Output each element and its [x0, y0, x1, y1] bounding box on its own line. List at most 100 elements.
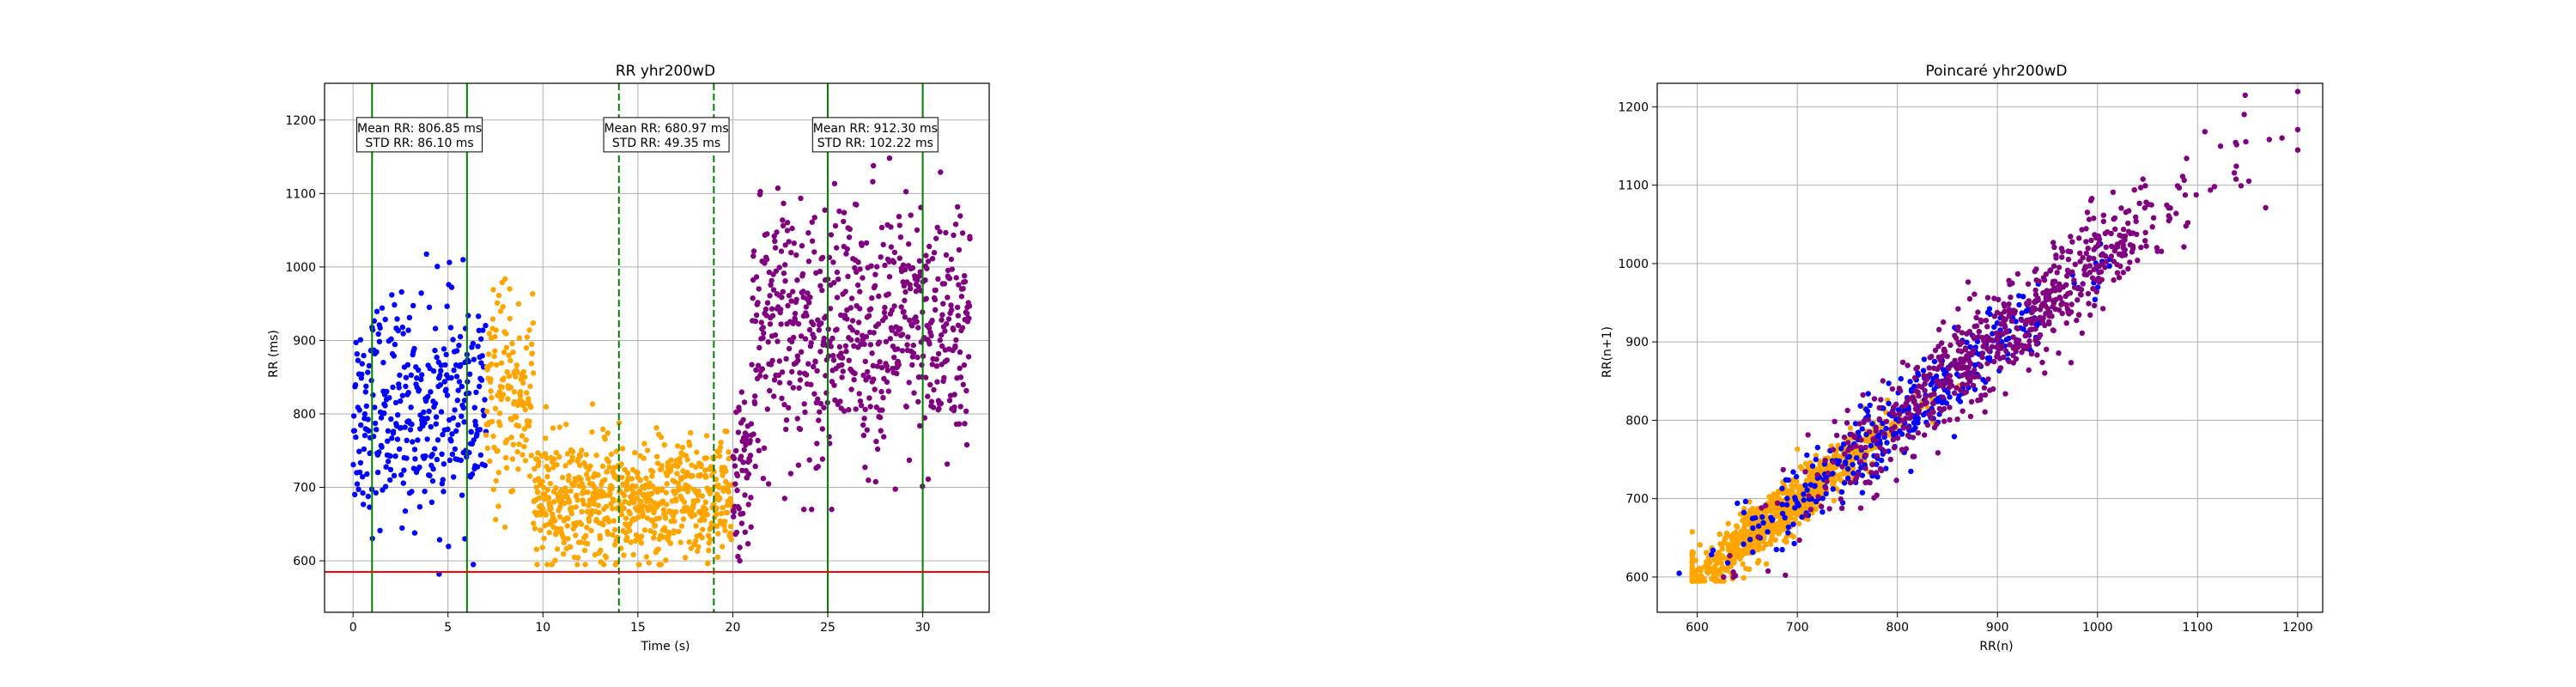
rr-point-orange [728, 537, 734, 543]
rr-point-orange [522, 374, 528, 380]
rr-point-blue [411, 447, 418, 453]
rr-point-purple [775, 372, 782, 379]
rr-point-orange [546, 529, 552, 536]
rr-point-blue [356, 469, 363, 476]
poincare-point-purple [1815, 494, 1821, 500]
rr-stat-std: STD RR: 49.35 ms [612, 137, 720, 150]
poincare-point-blue [1908, 468, 1914, 475]
rr-point-orange [697, 471, 703, 477]
poincare-point-purple [2238, 183, 2245, 189]
rr-point-purple [904, 342, 910, 348]
poincare-point-purple [2125, 220, 2131, 227]
rr-point-purple [801, 507, 807, 513]
rr-point-orange [490, 287, 496, 293]
rr-point-purple [854, 202, 860, 208]
rr-point-purple [765, 339, 771, 345]
rr-point-orange [488, 376, 494, 382]
rr-point-orange [544, 487, 550, 493]
rr-point-purple [755, 300, 761, 306]
rr-point-purple [885, 291, 892, 297]
rr-point-purple [902, 314, 908, 320]
rr-point-purple [732, 463, 738, 469]
poincare-point-purple [2071, 284, 2078, 290]
rr-point-blue [430, 368, 437, 374]
rr-point-purple [756, 286, 762, 292]
rr-point-blue [477, 427, 483, 433]
rr-point-blue [376, 449, 382, 455]
poincare-point-purple [1905, 424, 1911, 430]
rr-point-purple [908, 285, 914, 292]
poincare-point-blue [1842, 459, 1849, 465]
rr-point-orange [489, 361, 495, 368]
rr-point-purple [867, 404, 873, 410]
rr-point-blue [407, 427, 414, 433]
poincare-point-purple [1946, 373, 1952, 379]
rr-point-purple [830, 352, 836, 359]
poincare-point-purple [1833, 432, 1840, 439]
poincare-point-purple [2047, 268, 2053, 274]
rr-point-orange [711, 469, 717, 475]
rr-point-orange [506, 352, 512, 358]
rr-point-orange [585, 489, 591, 495]
rr-point-purple [882, 314, 889, 320]
rr-point-blue [424, 436, 430, 442]
rr-point-orange [643, 475, 649, 482]
rr-point-purple [955, 322, 962, 328]
rr-point-orange [516, 335, 523, 341]
rr-point-blue [409, 489, 415, 495]
poincare-point-purple [1996, 296, 2002, 302]
poincare-point-purple [2040, 315, 2046, 321]
rr-point-orange [499, 384, 505, 390]
poincare-point-purple [2026, 317, 2032, 323]
rr-point-purple [771, 233, 777, 240]
rr-point-orange [649, 473, 655, 479]
rr-point-purple [786, 345, 793, 352]
poincare-point-blue [1804, 452, 1810, 459]
poincare-point-purple [2033, 277, 2039, 283]
poincare-point-purple [1894, 435, 1901, 441]
poincare-point-orange [1741, 575, 1747, 581]
rr-point-purple [878, 388, 884, 395]
poincare-point-blue [1955, 396, 1961, 403]
rr-point-orange [601, 562, 607, 568]
rr-point-purple [897, 234, 904, 240]
poincare-point-purple [1869, 461, 1875, 468]
poincare-point-blue [1709, 551, 1715, 558]
poincare-point-purple [1874, 470, 1880, 476]
rr-point-blue [478, 360, 484, 366]
rr-point-orange [714, 523, 720, 529]
rr-point-orange [494, 362, 500, 368]
rr-point-purple [967, 235, 973, 242]
rr-point-orange [629, 476, 635, 482]
rr-point-purple [939, 317, 945, 323]
rr-point-orange [547, 481, 554, 487]
poincare-point-blue [1855, 429, 1862, 435]
poincare-point-purple [2202, 129, 2208, 135]
rr-point-orange [702, 467, 708, 473]
poincare-point-blue [1820, 509, 1826, 515]
rr-point-purple [961, 362, 968, 368]
poincare-point-purple [1880, 430, 1886, 436]
rr-point-purple [878, 224, 885, 231]
rr-point-blue [398, 471, 404, 478]
rr-point-blue [365, 369, 371, 375]
poincare-point-orange [1799, 465, 1805, 471]
rr-point-orange [613, 448, 620, 454]
poincare-point-orange [1756, 557, 1762, 564]
rr-point-purple [933, 287, 939, 294]
poincare-point-purple [2091, 302, 2098, 309]
rr-point-purple [881, 309, 888, 316]
poincare-point-purple [2001, 354, 2007, 361]
rr-point-blue [394, 436, 401, 442]
rr-ytick-label: 900 [293, 334, 316, 348]
rr-chart-xlabel: Time (s) [641, 640, 690, 654]
rr-point-orange [486, 331, 493, 337]
rr-point-purple [750, 248, 757, 254]
rr-point-purple [935, 276, 941, 283]
rr-point-purple [805, 290, 811, 296]
rr-point-orange [526, 327, 532, 333]
poincare-point-purple [2050, 263, 2057, 269]
rr-point-purple [935, 350, 942, 357]
rr-point-blue [448, 438, 454, 444]
rr-point-purple [781, 200, 787, 206]
